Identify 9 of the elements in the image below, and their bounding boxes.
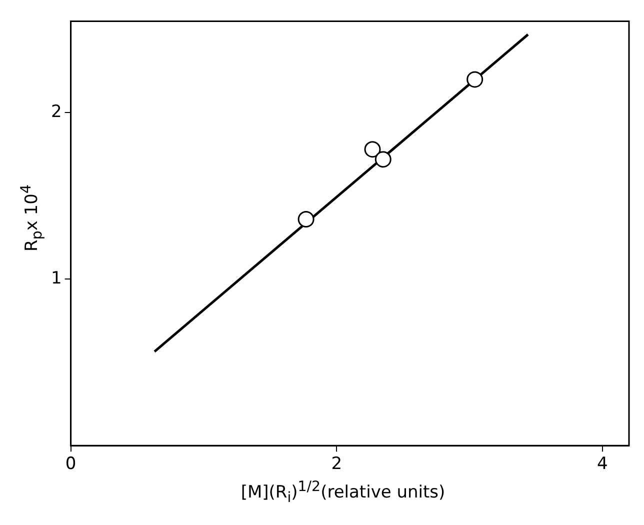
point — [466, 71, 484, 88]
x-tick-label: 2 — [331, 454, 342, 474]
x-tick-label: 4 — [597, 454, 608, 474]
x-axis-title: [M](R$_{i}$)$^{1/2}$(relative units) — [240, 478, 446, 506]
point — [374, 151, 392, 168]
point — [364, 141, 381, 158]
y-tick-label: 1 — [50, 268, 62, 289]
point — [298, 211, 314, 228]
x-tick-label: 0 — [65, 454, 76, 474]
